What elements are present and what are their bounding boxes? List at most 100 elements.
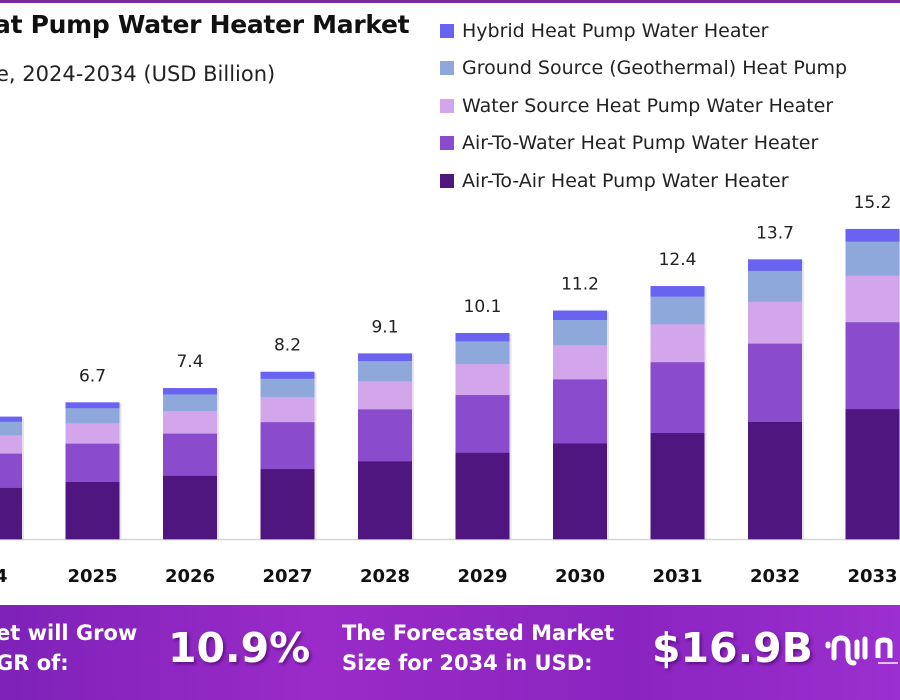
bar-segment xyxy=(0,453,22,488)
x-tick-label: 2029 xyxy=(457,566,507,587)
bar-segment xyxy=(163,433,217,476)
summary-banner xyxy=(0,605,900,700)
bar-segment xyxy=(845,228,900,242)
bar-segment xyxy=(260,468,315,540)
bar-segment xyxy=(163,394,217,411)
legend-swatch xyxy=(440,61,454,76)
bar-segment xyxy=(553,319,607,346)
bar-segment xyxy=(748,270,802,302)
brand-logo-icon xyxy=(824,630,900,670)
bar-segment xyxy=(0,421,22,436)
bar-segment xyxy=(65,402,120,409)
bar-segment xyxy=(260,421,315,470)
bar-segment xyxy=(0,487,22,540)
bar-total-label: 13.7 xyxy=(756,223,794,243)
bar-segment xyxy=(358,461,412,540)
bar-total-label: 10.1 xyxy=(464,297,502,317)
legend-label: Water Source Heat Pump Water Heater xyxy=(462,94,834,117)
bar-segment xyxy=(358,409,412,462)
bar-total-label: 7.4 xyxy=(176,352,203,372)
bar-stack xyxy=(748,259,804,540)
bar-stack xyxy=(0,416,24,540)
bar-segment xyxy=(260,396,315,423)
bar-segment xyxy=(553,379,607,444)
bar-segment xyxy=(65,481,120,540)
legend-item-ground-source: Ground Source (Geothermal) Heat Pump xyxy=(440,50,847,88)
bar-segment xyxy=(650,361,705,434)
bar-stack xyxy=(553,310,609,540)
bar-stack xyxy=(358,353,414,540)
bar-stack xyxy=(845,228,900,541)
bar-segment xyxy=(748,259,802,271)
bar-segment xyxy=(163,410,217,434)
legend-item-air-to-air: Air-To-Air Heat Pump Water Heater xyxy=(440,162,847,200)
cagr-caption-line1: et will Grow xyxy=(0,621,138,645)
bar-segment xyxy=(650,323,705,363)
bar-stack xyxy=(455,332,512,540)
x-tick-label: 2026 xyxy=(165,566,215,587)
legend-item-water-source: Water Source Heat Pump Water Heater xyxy=(440,87,847,125)
bar-segment xyxy=(0,434,22,454)
bar-segment xyxy=(748,343,802,422)
bar-segment xyxy=(455,341,510,365)
legend-swatch xyxy=(440,136,454,151)
bar-segment xyxy=(260,371,315,379)
x-tick-label: 2027 xyxy=(262,566,312,587)
bar-stack xyxy=(163,388,219,540)
forecast-value: $16.9B xyxy=(652,624,813,672)
bar-total-label: 15.2 xyxy=(854,193,892,213)
chart-subtitle: e, 2024-2034 (USD Billion) xyxy=(0,62,276,86)
bar-segment xyxy=(65,422,120,444)
bar-total-label: 11.2 xyxy=(561,275,599,295)
bar-stack xyxy=(650,286,707,540)
legend-label: Air-To-Air Heat Pump Water Heater xyxy=(462,169,789,192)
legend-label: Ground Source (Geothermal) Heat Pump xyxy=(462,57,848,80)
bar-segment xyxy=(553,310,607,320)
bar-segment xyxy=(455,363,510,396)
forecast-caption-line2: Size for 2034 in USD: xyxy=(342,651,593,675)
bar-segment xyxy=(845,241,900,276)
legend-swatch xyxy=(440,98,454,113)
bar-segment xyxy=(455,332,510,342)
bar-segment xyxy=(455,452,510,540)
cagr-caption: et will Grow GR of: xyxy=(0,618,137,678)
bar-stack xyxy=(65,402,122,540)
forecast-caption: The Forecasted Market Size for 2034 in U… xyxy=(342,618,614,678)
bar-segment xyxy=(650,432,705,540)
bar-segment xyxy=(650,296,705,325)
bar-segment xyxy=(260,378,315,398)
bar-segment xyxy=(0,416,22,422)
x-tick-label: 2030 xyxy=(555,566,605,587)
bar-total-label: 8.2 xyxy=(274,336,301,356)
legend-label: Air-To-Water Heat Pump Water Heater xyxy=(462,132,819,155)
x-tick-label: 2028 xyxy=(360,566,410,587)
legend-item-hybrid: Hybrid Heat Pump Water Heater xyxy=(440,12,847,50)
x-tick-label: 24 xyxy=(0,566,8,587)
bar-segment xyxy=(845,275,900,323)
bar-stack xyxy=(260,371,317,540)
bar-total-label: 12.4 xyxy=(659,250,697,270)
legend-swatch xyxy=(440,173,454,188)
bar-segment xyxy=(553,443,607,540)
bar-segment xyxy=(358,353,412,362)
legend-swatch xyxy=(440,23,454,38)
cagr-caption-line2: GR of: xyxy=(0,651,69,675)
bar-total-label: 6.7 xyxy=(79,366,106,386)
bar-segment xyxy=(65,407,120,424)
x-tick-label: 2032 xyxy=(750,566,800,587)
bar-segment xyxy=(455,394,510,453)
bar-segment xyxy=(845,321,900,410)
x-tick-label: 2031 xyxy=(652,566,702,587)
bar-total-label: 9.1 xyxy=(371,317,398,337)
bar-segment xyxy=(358,360,412,382)
bar-segment xyxy=(845,408,900,540)
cagr-value: 10.9% xyxy=(168,624,311,672)
bar-segment xyxy=(163,388,217,395)
bar-segment xyxy=(748,421,802,540)
bar-segment xyxy=(553,344,607,380)
bar-segment xyxy=(358,381,412,410)
top-accent-strip xyxy=(0,0,900,3)
chart-title: at Pump Water Heater Market xyxy=(0,10,410,39)
bar-segment xyxy=(650,286,705,297)
forecast-caption-line1: The Forecasted Market xyxy=(342,621,615,645)
